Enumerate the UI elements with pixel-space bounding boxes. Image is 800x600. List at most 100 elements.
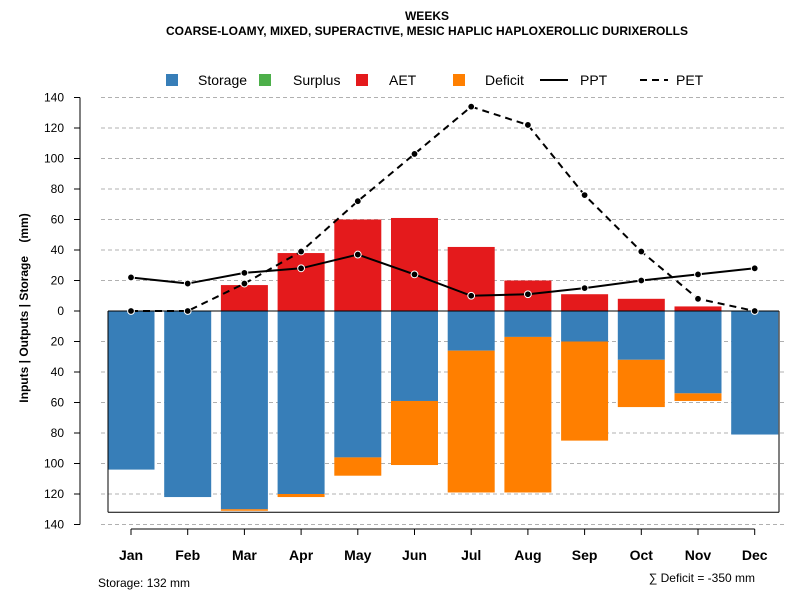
storage-bar	[391, 311, 438, 401]
legend-label-ppt: PPT	[580, 72, 608, 88]
y-tick-label: 40	[51, 243, 65, 257]
series-lines	[127, 102, 759, 315]
ppt-point	[183, 279, 192, 288]
x-tick-label: Jul	[461, 547, 481, 563]
aet-bar	[617, 298, 665, 311]
y-tick-label: 60	[51, 396, 65, 410]
legend-swatch-storage	[166, 74, 178, 86]
y-tick-label: 100	[44, 152, 64, 166]
ppt-point	[637, 276, 646, 285]
legend-label-aet: AET	[389, 72, 417, 88]
storage-bar	[277, 311, 325, 494]
y-tick-label: 20	[51, 274, 65, 288]
x-tick-label: Feb	[175, 547, 200, 563]
ppt-point	[694, 270, 702, 279]
storage-bar	[731, 311, 779, 435]
legend-swatch-deficit	[453, 74, 465, 86]
y-tick-label: 80	[51, 426, 65, 440]
y-tick-label: 100	[44, 457, 64, 471]
y-tick-label: 60	[51, 213, 65, 227]
storage-bar	[674, 311, 722, 394]
deficit-bar	[504, 336, 552, 493]
y-axis-label: Inputs | Outputs | Storage (mm)	[17, 213, 31, 402]
aet-bar	[561, 294, 609, 311]
x-tick-label: Sep	[572, 547, 598, 563]
chart-subtitle: COARSE-LOAMY, MIXED, SUPERACTIVE, MESIC …	[166, 24, 688, 38]
pet-point	[297, 247, 306, 256]
y-tick-label: 0	[57, 304, 64, 318]
y-tick-label: 20	[51, 335, 65, 349]
x-tick-label: Jan	[119, 547, 143, 563]
storage-bar	[504, 311, 552, 337]
pet-point	[240, 279, 249, 288]
storage-bar	[617, 311, 665, 360]
ppt-point	[580, 284, 589, 293]
pet-point	[580, 191, 589, 200]
y-tick-label: 120	[44, 121, 64, 135]
ppt-point	[353, 250, 362, 259]
storage-bar	[220, 311, 268, 510]
pet-point	[524, 121, 532, 129]
storage-bar	[334, 311, 382, 458]
deficit-annotation: ∑ Deficit = -350 mm	[649, 571, 755, 585]
ppt-point	[240, 268, 249, 277]
storage-bar	[164, 311, 212, 498]
ppt-point	[410, 270, 419, 279]
x-tick-label: Nov	[685, 547, 712, 563]
x-tick-label: Jun	[402, 547, 427, 563]
legend-swatch-aet	[356, 74, 368, 86]
deficit-bar	[617, 359, 665, 408]
chart-title: WEEKS	[405, 9, 449, 23]
ppt-point	[467, 291, 476, 300]
legend-swatch-surplus	[259, 74, 271, 86]
deficit-bar	[561, 341, 609, 441]
deficit-bar	[277, 494, 325, 498]
deficit-bar	[447, 350, 495, 493]
legend: Storage Surplus AET Deficit PPT PET	[166, 72, 704, 88]
aet-bar	[277, 253, 325, 311]
axes: 140 120 100 80 60 40 20 0 20 40 60 80 100 120 140 Jan Fe…	[44, 91, 768, 564]
aet-bar	[220, 285, 268, 311]
legend-label-deficit: Deficit	[485, 72, 524, 88]
y-tick-label: 140	[44, 518, 64, 532]
pet-point	[467, 102, 476, 111]
aet-bar	[447, 246, 495, 311]
pet-point	[353, 197, 362, 206]
pet-point	[410, 150, 419, 158]
ppt-line	[130, 253, 755, 297]
bars	[107, 217, 780, 513]
y-tick-label: 80	[51, 182, 65, 196]
pet-point	[694, 294, 702, 303]
pet-point	[637, 247, 646, 256]
legend-label-storage: Storage	[198, 72, 247, 88]
legend-label-pet: PET	[676, 72, 704, 88]
aet-bar	[391, 217, 438, 311]
y-tick-label: 40	[51, 365, 65, 379]
storage-annotation: Storage: 132 mm	[98, 576, 190, 590]
storage-bar	[447, 311, 495, 351]
y-tick-label: 140	[44, 91, 64, 105]
gridlines	[101, 97, 785, 525]
x-tick-label: Aug	[514, 547, 541, 563]
y-tick-label: 120	[44, 487, 64, 501]
x-tick-label: Dec	[742, 547, 768, 563]
x-tick-label: Oct	[630, 547, 654, 563]
x-tick-label: Apr	[289, 547, 314, 563]
ppt-point	[127, 273, 135, 282]
aet-bar	[674, 306, 722, 311]
pet-line	[131, 105, 755, 312]
deficit-bar	[674, 393, 722, 401]
x-tick-label: Mar	[232, 547, 257, 563]
pet-point	[127, 307, 135, 315]
legend-label-surplus: Surplus	[293, 72, 340, 88]
ppt-point	[297, 264, 306, 273]
deficit-bar	[334, 457, 382, 476]
ppt-point	[750, 264, 759, 273]
deficit-bar	[220, 509, 268, 511]
storage-bar	[107, 311, 155, 470]
pet-point	[750, 307, 759, 315]
storage-bar	[561, 311, 609, 342]
x-tick-label: May	[344, 547, 371, 563]
aet-bar	[334, 219, 382, 311]
